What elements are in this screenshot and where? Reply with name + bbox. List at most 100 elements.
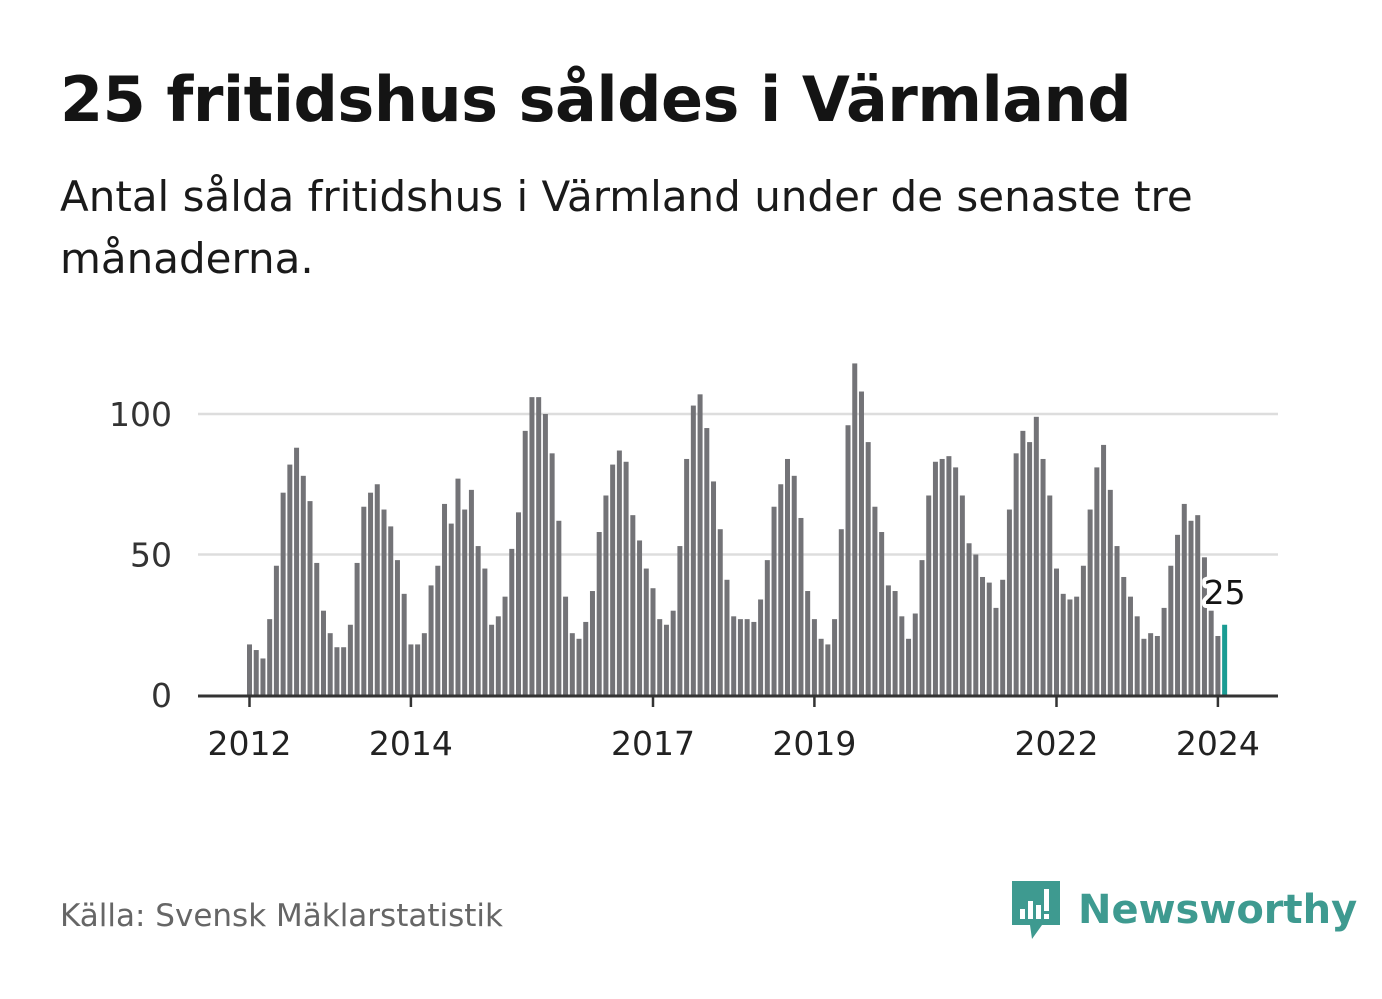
bar [751,621,757,695]
bar [946,456,952,695]
bar [959,495,965,695]
bar [253,650,259,695]
bars [247,363,1228,695]
bar [563,596,569,695]
bar [1047,495,1053,695]
bar [361,506,367,695]
bar [1094,467,1100,695]
bar [912,613,918,695]
x-tick-label: 2019 [772,724,856,763]
bar [980,576,986,695]
bar [1181,503,1187,695]
bar [569,633,575,695]
brand-logo[interactable]: Newsworthy [1010,878,1357,942]
bar [1121,576,1127,695]
x-tick-label: 2017 [611,724,695,763]
bar [522,430,528,695]
bar [1060,593,1066,695]
bar [630,515,636,695]
bar [435,565,441,695]
x-tick-label: 2012 [208,724,292,763]
bar [845,425,851,695]
y-tick-label: 0 [151,676,172,715]
bar [462,509,468,695]
bar [455,478,461,695]
bar [785,458,790,695]
bar [341,647,347,695]
bar [354,562,360,695]
bar [731,616,737,695]
bar [549,453,555,695]
bar [260,658,266,695]
bar [1000,579,1006,695]
source-note: Källa: Svensk Mäklarstatistik [60,898,503,934]
bar [879,532,885,695]
bar [368,492,374,695]
bar [764,560,770,695]
bar [576,638,582,695]
bar [589,591,595,695]
bar [697,394,703,695]
bar [314,562,320,695]
bar [1175,534,1181,695]
highlight-value-label: 25 [1204,573,1246,612]
bar [388,526,394,695]
bar [529,397,535,695]
bar [536,397,542,695]
bar [267,619,273,695]
bar [1195,515,1201,695]
bar [778,484,784,695]
bar [758,599,764,695]
bar [502,596,508,695]
bar [415,644,421,695]
bar [1148,633,1154,695]
bar-highlight [1222,624,1228,695]
bar [1168,565,1174,695]
bar [805,591,811,695]
chart-subtitle: Antal sålda fritidshus i Värmland under … [60,172,1193,283]
bar [858,391,864,695]
bar [1114,546,1120,695]
bar [401,593,407,695]
bar [1040,458,1046,695]
y-tick-label: 100 [109,395,172,434]
x-tick-label: 2024 [1176,724,1260,763]
bar [1020,430,1026,695]
bar [670,610,676,695]
bar [610,464,616,695]
brand-name: Newsworthy [1078,887,1358,933]
bar [482,568,488,695]
bar [327,633,333,695]
bar [1054,568,1059,695]
x-tick-label: 2022 [1015,724,1099,763]
bar [495,616,501,695]
bar [596,532,602,695]
x-tick-label: 2014 [369,724,453,763]
bar [468,489,474,695]
bar [1201,557,1207,695]
bar [583,621,589,695]
bar [657,619,663,695]
bar [408,644,414,695]
bar [885,585,891,695]
bar [926,495,932,695]
bar [966,543,972,695]
labels: 0 50 100 2012 2014 2017 2019 2022 2024 25 [109,395,1260,763]
bar [932,461,938,695]
bar [394,560,400,695]
bar [489,624,495,695]
bar [1127,596,1133,695]
bar [724,579,730,695]
bar [1006,509,1012,695]
bar [711,481,717,695]
newsworthy-logo-icon [1012,881,1060,939]
bar [973,554,979,695]
bar [825,644,831,695]
bar [717,529,723,695]
bar [428,585,434,695]
bar [603,495,609,695]
bar [448,523,454,695]
bar [704,428,710,695]
bar [442,503,448,695]
bar [247,644,252,695]
